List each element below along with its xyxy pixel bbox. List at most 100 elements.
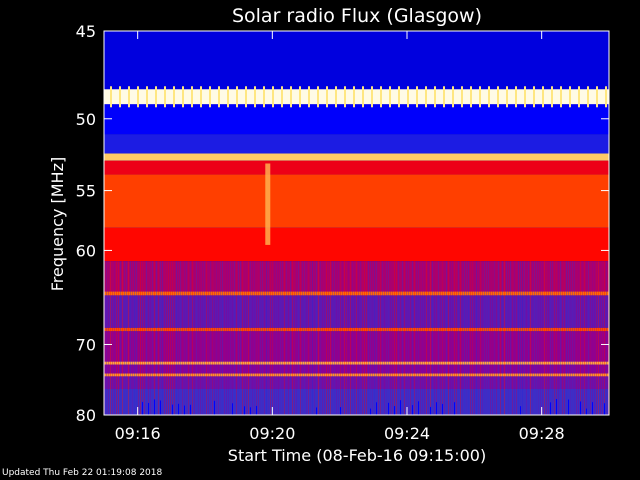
texture-streak: [170, 261, 171, 415]
texture-spike: [316, 407, 317, 415]
texture-streak: [216, 261, 217, 415]
texture-spike: [442, 403, 443, 415]
texture-streak: [534, 261, 535, 415]
texture-streak: [388, 261, 389, 415]
texture-streak: [482, 261, 483, 415]
texture-streak: [336, 261, 337, 415]
texture-streak: [464, 261, 465, 415]
texture-streak: [300, 261, 301, 415]
texture-streak: [476, 261, 477, 415]
texture-spike: [340, 407, 341, 415]
texture-streak: [460, 261, 461, 415]
texture-dash: [515, 86, 517, 108]
texture-streak: [262, 261, 263, 415]
texture-streak: [120, 261, 121, 415]
texture-streak: [288, 261, 289, 415]
x-axis-label: Start Time (08-Feb-16 09:15:00): [228, 446, 486, 465]
y-tick-label: 55: [76, 182, 96, 201]
texture-streak: [352, 261, 353, 415]
x-tick-label: 09:16: [115, 424, 161, 443]
texture-streak: [210, 261, 211, 415]
frequency-band: [104, 160, 609, 175]
texture-streak: [462, 261, 463, 415]
texture-spike: [430, 406, 431, 415]
texture-streak: [564, 261, 565, 415]
texture-streak: [418, 261, 419, 415]
texture-streak: [226, 261, 227, 415]
texture-streak: [214, 261, 215, 415]
texture-streak: [454, 261, 455, 415]
texture-streak: [392, 261, 393, 415]
texture-streak: [536, 261, 537, 415]
texture-streak: [180, 261, 181, 415]
texture-streak: [116, 261, 117, 415]
y-tick-label: 45: [76, 22, 96, 41]
texture-streak: [126, 261, 127, 415]
texture-streak: [308, 261, 309, 415]
texture-dash: [434, 86, 436, 108]
texture-spike: [370, 408, 371, 415]
texture-spike: [154, 399, 155, 415]
texture-streak: [386, 261, 387, 415]
texture-streak: [542, 261, 543, 415]
x-axis: 09:16 09:20 09:24 09:28: [115, 31, 565, 443]
texture-streak: [414, 261, 415, 415]
frequency-band: [104, 134, 609, 154]
texture-streak: [304, 261, 305, 415]
texture-dash: [389, 86, 391, 108]
texture-streak: [516, 261, 517, 415]
texture-streak: [578, 261, 579, 415]
texture-spike: [190, 404, 191, 415]
texture-streak: [290, 261, 291, 415]
texture-spike: [412, 405, 413, 415]
texture-streak: [320, 261, 321, 415]
frequency-band: [104, 174, 609, 228]
texture-streak: [592, 261, 593, 415]
texture-streak: [560, 261, 561, 415]
texture-streak: [246, 261, 247, 415]
texture-streak: [218, 261, 219, 415]
texture-spike: [142, 401, 143, 415]
texture-streak: [144, 261, 145, 415]
texture-streak: [166, 261, 167, 415]
texture-streak: [342, 261, 343, 415]
texture-streak: [430, 261, 431, 415]
texture-dash: [524, 86, 526, 108]
texture-dash: [470, 86, 472, 108]
radio-burst: [265, 163, 271, 245]
texture-dash: [200, 86, 202, 108]
texture-streak: [362, 261, 363, 415]
texture-streak: [580, 261, 581, 415]
texture-streak: [526, 261, 527, 415]
texture-streak: [196, 261, 197, 415]
texture-spike: [586, 408, 587, 415]
texture-streak: [256, 261, 257, 415]
texture-streak: [338, 261, 339, 415]
texture-streak: [208, 261, 209, 415]
texture-streak: [142, 261, 143, 415]
texture-streak: [364, 261, 365, 415]
texture-streak: [400, 261, 401, 415]
texture-dash: [155, 86, 157, 108]
texture-streak: [598, 261, 599, 415]
texture-streak: [298, 261, 299, 415]
texture-dash: [272, 86, 274, 108]
texture-streak: [478, 261, 479, 415]
texture-streak: [410, 261, 411, 415]
texture-streak: [296, 261, 297, 415]
texture-streak: [140, 261, 141, 415]
frequency-band: [104, 389, 609, 415]
texture-streak: [380, 261, 381, 415]
frequency-band: [104, 327, 609, 332]
texture-streak: [146, 261, 147, 415]
texture-streak: [306, 261, 307, 415]
texture-streak: [494, 261, 495, 415]
texture-streak: [114, 261, 115, 415]
texture-streak: [232, 261, 233, 415]
texture-streak: [348, 261, 349, 415]
texture-streak: [316, 261, 317, 415]
texture-streak: [550, 261, 551, 415]
texture-streak: [398, 261, 399, 415]
texture-spike: [520, 406, 521, 415]
